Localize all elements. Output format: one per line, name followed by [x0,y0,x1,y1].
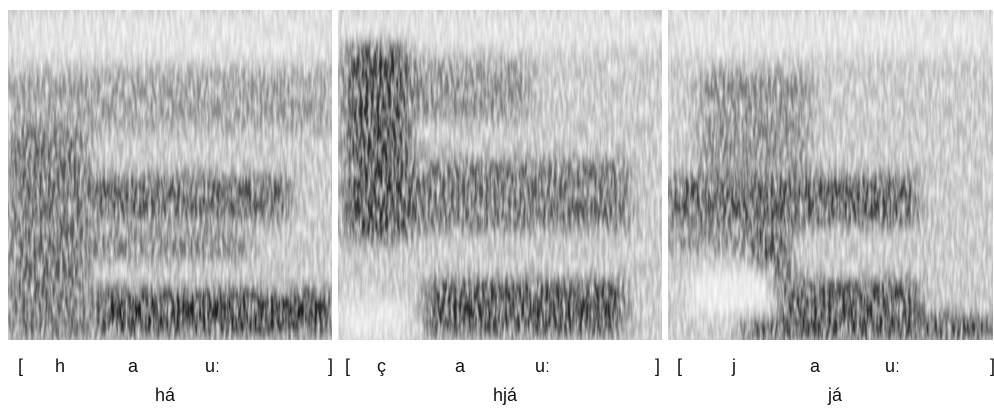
transcription-segment: h [55,356,65,376]
transcription-segment: a [455,356,466,376]
transcription-segment: a [810,356,821,376]
transcription-segment: a [128,356,139,376]
spectrogram [338,10,662,340]
transcription-segment: uː [885,356,900,376]
word-label: já [827,385,843,405]
transcription-segment: ç [377,356,386,376]
transcription-segment: [ [677,356,682,376]
word-label: hjá [493,385,518,405]
transcription-segment: ] [328,356,333,376]
word-label: há [155,385,176,405]
transcription-segment: [ [18,356,23,376]
spectrogram [668,10,993,340]
transcription-segment: uː [205,356,220,376]
transcription-segment: ] [990,356,994,376]
transcription-segment: j [731,356,736,376]
transcription-segment: [ [345,356,350,376]
transcription-segment: ] [655,356,660,376]
transcription-segment: uː [535,356,550,376]
spectrogram [8,10,332,340]
